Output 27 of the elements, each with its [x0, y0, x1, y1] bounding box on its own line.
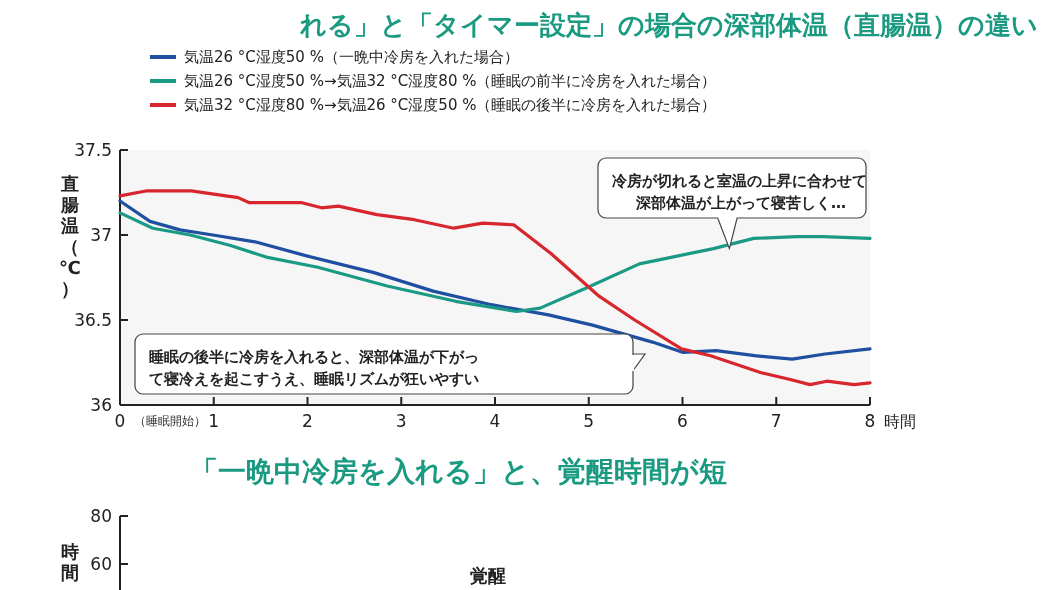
x-tick-label: 6 [677, 411, 688, 431]
text: （睡眠開始） [134, 414, 206, 428]
y-tick-label: 37.5 [74, 140, 112, 160]
legend-label: 気温26 °C湿度50 %→気温32 °C湿度80 %（睡眠の前半に冷房を入れた場合） [184, 72, 717, 90]
y-axis-title: 直腸温（℃） [59, 173, 81, 299]
y-axis-title: 時間 [61, 541, 79, 583]
x-tick-label: 1 [208, 411, 220, 431]
text: 覚醒 [470, 565, 506, 586]
chart-title: れる」と「タイマー設定」の場合の深部体温（直腸温）の違い [300, 10, 1038, 40]
x-tick-label: 7 [770, 411, 782, 431]
x-tick-label: 4 [489, 411, 501, 431]
annotation: 睡眠の後半に冷房を入れると、深部体温が下がって寝冷えを起こすうえ、睡眠リズムが狂いやすい [149, 348, 479, 388]
text: 60 [90, 554, 112, 574]
text: 80 [90, 506, 112, 526]
x-tick-label: 3 [395, 411, 407, 431]
y-tick-label: 37 [90, 225, 112, 245]
legend-label: 気温26 °C湿度50 %（一晩中冷房を入れた場合） [184, 48, 519, 66]
x-tick-label: 8 [864, 411, 876, 431]
y-tick-label: 36 [90, 395, 112, 415]
y-tick-label: 36.5 [74, 310, 112, 330]
text: 「一晩中冷房を入れる」と、覚醒時間が短 [190, 455, 727, 488]
x-axis-title: 時間 [884, 412, 916, 431]
x-tick-label: 2 [302, 411, 313, 431]
legend-label: 気温32 °C湿度80 %→気温26 °C湿度50 %（睡眠の後半に冷房を入れた場合） [184, 96, 717, 114]
x-tick-label: 5 [583, 411, 595, 431]
x-tick-label: 0 [114, 411, 126, 431]
annotation: 冷房が切れると室温の上昇に合わせて深部体温が上がって寝苦しく… [612, 172, 867, 212]
